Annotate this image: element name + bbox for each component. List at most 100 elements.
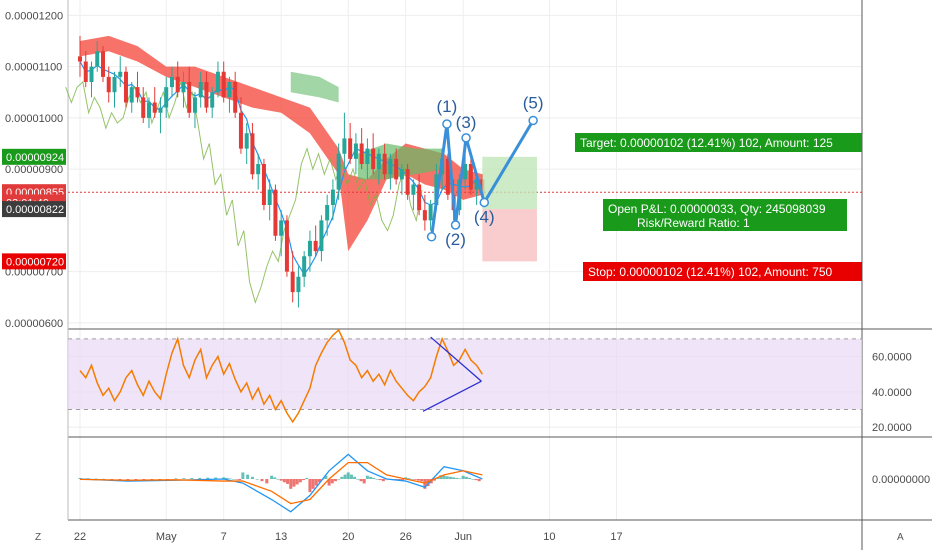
wave-point[interactable] (461, 133, 471, 143)
macd-histogram-bar (78, 478, 82, 479)
wave-point[interactable] (442, 119, 452, 129)
macd-histogram-bar (410, 479, 414, 480)
timezone-icon[interactable]: Z (35, 532, 41, 543)
macd-histogram-bar (404, 477, 408, 479)
macd-histogram-bar (214, 477, 218, 479)
candle-body (244, 133, 249, 149)
macd-histogram-bar (94, 478, 98, 480)
macd-histogram-bar (289, 479, 293, 489)
wave-point[interactable] (426, 232, 437, 242)
candle-body (428, 205, 433, 221)
candle-body (158, 107, 163, 113)
candle-body (123, 71, 128, 103)
macd-histogram-bar (118, 479, 122, 480)
candle-body (204, 82, 209, 108)
macd-histogram-bar (442, 475, 446, 479)
price-tick-label: 0.00000900 (5, 164, 63, 176)
candle-body (169, 76, 174, 88)
price-badge-label: 0.00000720 (6, 256, 64, 268)
target-label-group[interactable]: Target: 0.00000102 (12.41%) 102, Amount:… (575, 133, 862, 152)
macd-histogram-bar (182, 478, 186, 479)
open-pnl-group[interactable]: Open P&L: 0.00000033, Qty: 245098039 Ris… (603, 199, 847, 231)
time-tick-label: 20 (342, 531, 354, 543)
candle-body (95, 51, 100, 67)
candle-body (463, 164, 468, 180)
target-zone (482, 156, 537, 210)
candle-body (152, 102, 157, 113)
macd-histogram-bar (340, 476, 344, 479)
rsi-tick-label: 40.0000 (872, 387, 912, 399)
candle-body (261, 164, 266, 205)
macd-histogram-bar (282, 479, 286, 483)
stop-zone (482, 209, 537, 262)
candle-body (353, 143, 358, 159)
auto-scale-icon[interactable]: A (897, 532, 904, 543)
candle-body (89, 66, 94, 82)
macd-histogram-bar (102, 478, 106, 480)
price-badge-box (2, 253, 66, 270)
candle-body (359, 143, 364, 164)
macd-histogram-bar (445, 476, 449, 479)
candle-body (284, 220, 289, 272)
macd-histogram-bar (150, 479, 154, 480)
wave-label-1: (1) (437, 97, 458, 116)
wave-label-4: (4) (474, 207, 495, 226)
candle-body (342, 138, 347, 154)
time-tick-label: 10 (543, 531, 555, 543)
candle-body (330, 189, 335, 205)
macd-histogram-bar (174, 478, 178, 479)
macd-histogram-bar (222, 477, 226, 479)
macd-histogram-bar (286, 479, 290, 484)
candle-body (307, 240, 312, 257)
macd-histogram-bar (378, 479, 382, 481)
price-badges: 0.000009240.0000085503:01:400.000008220.… (2, 148, 66, 270)
candle-body (422, 210, 427, 221)
macd-tick-label: 0.00000000 (872, 474, 930, 486)
wave-point[interactable] (528, 115, 538, 126)
macd-histogram-bar (292, 479, 296, 487)
candle-body (399, 169, 404, 180)
macd-histogram-bar (279, 479, 283, 481)
candle-body (250, 133, 255, 175)
macd-histogram-bar (270, 475, 274, 479)
macd-histogram-bar (142, 479, 146, 480)
time-tick-label: 22 (74, 531, 86, 543)
macd-histogram-bar (158, 479, 162, 480)
target-label-box (575, 133, 862, 152)
macd-histogram-bar (448, 476, 452, 479)
price-badge-box (2, 148, 66, 165)
candle-body (405, 169, 410, 195)
candle-body (100, 51, 105, 77)
macd-histogram-bar (231, 479, 235, 480)
wave-point[interactable] (450, 220, 461, 230)
macd-histogram-bar (416, 479, 420, 481)
macd-histogram-bar (426, 479, 430, 487)
candle-body (227, 82, 232, 98)
rsi-pane (68, 328, 862, 424)
candle-body (445, 158, 450, 195)
candle-body (238, 112, 243, 149)
macd-histogram-bar (302, 479, 306, 481)
candle-body (112, 76, 117, 93)
macd-histogram-bar (206, 477, 210, 479)
macd-histogram-bar (255, 479, 259, 480)
macd-histogram-bar (311, 479, 315, 489)
macd-histogram-bar (134, 479, 138, 480)
macd-histogram-bar (397, 479, 401, 481)
candle-body (434, 174, 439, 205)
candle-body (325, 205, 330, 221)
wave-label-2: (2) (445, 230, 466, 249)
time-tick-label: 26 (400, 531, 412, 543)
stop-label-box (583, 262, 862, 281)
time-tick-label: 13 (275, 531, 287, 543)
stop-label-group[interactable]: Stop: 0.00000102 (12.41%) 102, Amount: 7… (583, 262, 862, 281)
candle-body (296, 276, 301, 293)
candle-body (474, 179, 479, 190)
position-tool[interactable] (482, 156, 537, 262)
wave-point[interactable] (479, 197, 490, 208)
elliott-wave-pattern[interactable]: (1) (2) (3) (4) (5) (426, 93, 544, 249)
time-tick-label: 17 (610, 531, 622, 543)
macd-histogram-bar (250, 476, 254, 479)
candle-body (164, 87, 169, 108)
